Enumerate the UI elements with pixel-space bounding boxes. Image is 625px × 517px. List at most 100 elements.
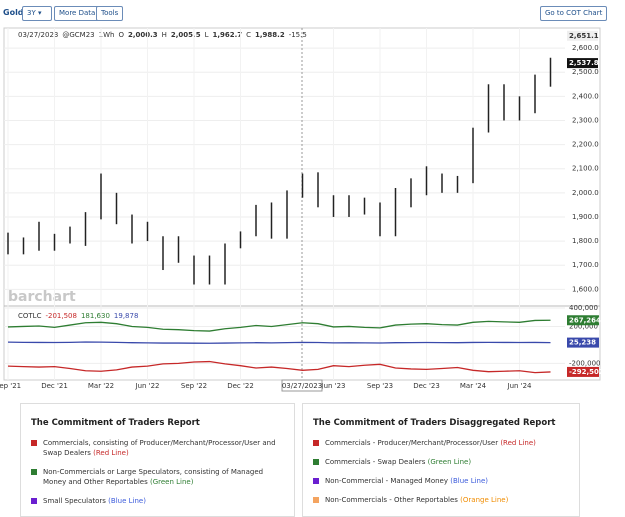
legend-box: The Commitment of Traders Disaggregated … <box>302 403 580 517</box>
field-label: H <box>162 31 167 39</box>
legend-text: Small Speculators (Blue Line) <box>43 496 146 506</box>
legend-item: Small Speculators (Blue Line) <box>31 496 284 506</box>
legend-line: (Orange Line) <box>460 496 509 504</box>
x-tick-label: Jun '23 <box>321 382 346 390</box>
last-value-box <box>567 366 599 377</box>
y-tick-label: -200,000 <box>569 359 600 367</box>
legend-line: (Blue Line) <box>450 477 489 485</box>
interval: 1Wh <box>99 31 115 39</box>
field-label: O <box>118 31 124 39</box>
y-tick-label: 1,600.0 <box>572 285 599 293</box>
legend-label: Non-Commercials or Large Speculators, co… <box>43 468 264 486</box>
legend-label: Non-Commercials - Other Reportables <box>325 496 458 504</box>
field-label: C <box>246 31 251 39</box>
field-value: 1,962.7 <box>212 31 242 39</box>
ohlc-header: 03/27/2023 @GCM23 1Wh O 2,000.3 H 2,005.5 L 1,96… <box>18 31 307 39</box>
x-tick-label: Jun '22 <box>135 382 160 390</box>
watermark: barchart <box>8 289 76 305</box>
legend-box: The Commitment of Traders Report Commerci… <box>20 403 295 517</box>
y-tick-label: 2,400.0 <box>572 92 599 100</box>
y-tick-label: 200,000 <box>569 322 598 330</box>
crosshair-box <box>281 379 323 392</box>
legend-text: Commercials - Swap Dealers (Green Line) <box>325 457 471 467</box>
high-label: 2,651.1 <box>569 32 599 40</box>
last-value-box <box>567 337 599 348</box>
symbol: Gold <box>3 8 24 17</box>
cot-button[interactable]: Go to COT Chart <box>540 6 608 21</box>
cot-line <box>7 341 551 344</box>
legend-item: Non-Commercials or Large Speculators, co… <box>31 467 284 487</box>
last-value-box <box>567 315 599 326</box>
legend-swatch <box>313 459 319 465</box>
x-tick-label: Dec '22 <box>227 382 254 390</box>
legend-swatch <box>31 498 37 504</box>
legend-swatch <box>31 469 37 475</box>
last-value-label: 267,264 <box>569 316 601 324</box>
cot-line <box>7 360 551 374</box>
legend-label: Non-Commercial - Managed Money <box>325 477 449 485</box>
legend-line: (Red Line) <box>500 439 536 447</box>
legend-item: Commercials - Producer/Merchant/Processo… <box>313 438 569 448</box>
field-label: L <box>205 31 209 39</box>
legend-text: Non-Commercials or Large Speculators, co… <box>43 467 284 487</box>
period-select[interactable]: 3Y ▾ <box>22 6 52 21</box>
legend-item: Non-Commercial - Managed Money (Blue Lin… <box>313 476 569 486</box>
legend-item: Commercials, consisting of Producer/Merc… <box>31 438 284 458</box>
legend-swatch <box>313 478 319 484</box>
high-label-box <box>567 30 598 41</box>
legend-label: Commercials - Swap Dealers <box>325 458 426 466</box>
legend-text: Commercials, consisting of Producer/Merc… <box>43 438 284 458</box>
cot-value: 181,630 <box>81 312 110 320</box>
crosshair-label: 03/27/2023 <box>282 382 322 390</box>
y-tick-label: 2,100.0 <box>572 165 599 173</box>
last-price-label-box <box>567 58 598 69</box>
last-value-label: 25,238 <box>569 339 596 347</box>
legend-label: Commercials, consisting of Producer/Merc… <box>43 439 276 457</box>
x-tick-label: Sep '21 <box>0 382 21 390</box>
x-tick-label: Dec '21 <box>41 382 68 390</box>
x-tick-label: Jun '24 <box>507 382 533 390</box>
x-tick-label: Sep '23 <box>367 382 393 390</box>
legend-text: Non-Commercial - Managed Money (Blue Lin… <box>325 476 488 486</box>
legend-text: Commercials - Producer/Merchant/Processo… <box>325 438 536 448</box>
legend-line: (Blue Line) <box>108 497 146 505</box>
last-price-label: 2,537.8 <box>569 59 599 67</box>
cot-line <box>7 319 551 332</box>
legend-item: Non-Commercials - Other Reportables (Ora… <box>313 495 569 505</box>
period: 3Y <box>27 9 36 17</box>
change: -15.5 <box>289 31 307 39</box>
field-value: 1,988.2 <box>255 31 285 39</box>
legend-label: Small Speculators <box>43 497 106 505</box>
field-value: 2,005.5 <box>171 31 201 39</box>
y-tick-label: 2,200.0 <box>572 141 599 149</box>
legend-swatch <box>313 440 319 446</box>
x-tick-label: Sep '22 <box>181 382 207 390</box>
last-value-label: -292,502 <box>569 368 604 376</box>
legend-item: Commercials - Swap Dealers (Green Line) <box>313 457 569 467</box>
y-tick-label: 1,800.0 <box>572 237 599 245</box>
y-tick-label: 2,000.0 <box>572 189 599 197</box>
legend-title: The Commitment of Traders Report <box>31 418 200 428</box>
cot-header: COTLC -201,508 181,630 19,878 <box>18 312 138 320</box>
chart: barchart 03/27/2023 @GCM23 1Wh O 2,000.3 H 2,0… <box>0 27 604 392</box>
x-tick-label: Dec '23 <box>413 382 440 390</box>
legend-swatch <box>31 440 37 446</box>
cot-value: 19,878 <box>114 312 139 320</box>
date: 03/27/2023 <box>18 31 58 39</box>
legend-title: The Commitment of Traders Disaggregated … <box>313 418 556 428</box>
tools-button[interactable]: Tools <box>96 6 124 21</box>
legend-swatch <box>313 497 319 503</box>
x-tick-label: Mar '22 <box>88 382 114 390</box>
field-value: 2,000.3 <box>128 31 158 39</box>
y-tick-label: 1,900.0 <box>572 213 599 221</box>
legend-line: (Green Line) <box>150 478 194 486</box>
legend-line: (Green Line) <box>427 458 472 466</box>
y-tick-label: 2,300.0 <box>572 116 599 124</box>
y-tick-label: 2,500.0 <box>572 68 599 76</box>
y-tick-label: 400,000 <box>569 304 598 312</box>
legend-label: Commercials - Producer/Merchant/Processo… <box>325 439 499 447</box>
cot-value: -201,508 <box>45 312 76 320</box>
x-tick-label: Mar '24 <box>460 382 487 390</box>
legend-text: Non-Commercials - Other Reportables (Ora… <box>325 495 508 505</box>
